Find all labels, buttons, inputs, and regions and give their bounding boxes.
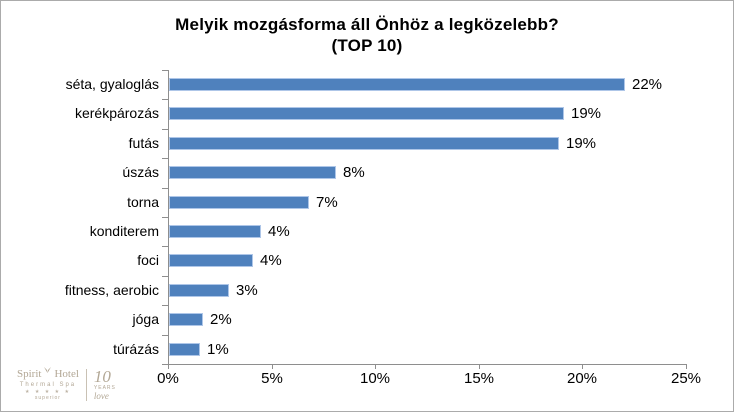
bar-value-label: 4% — [260, 252, 282, 269]
x-axis-label: 15% — [463, 370, 495, 387]
y-axis-tick — [162, 246, 168, 247]
anniversary-script: love — [93, 391, 109, 401]
x-axis-label: 10% — [359, 370, 391, 387]
brand-logo-anniversary: 10 YEARS love — [94, 368, 116, 401]
bar — [169, 107, 564, 120]
x-axis-line — [168, 364, 687, 365]
category-label: kerékpározás — [74, 105, 159, 121]
category-label: foci — [137, 252, 159, 268]
chart-title-line1: Melyik mozgásforma áll Önhöz a legközele… — [175, 15, 559, 34]
x-axis-label: 20% — [566, 370, 598, 387]
category-label: futás — [128, 135, 159, 151]
y-axis-tick — [162, 129, 168, 130]
brand-superior: superior — [34, 394, 61, 401]
category-label: úszás — [122, 164, 159, 180]
x-axis-label: 25% — [670, 370, 702, 387]
bar — [169, 78, 625, 91]
brand-name-pre: Spirit — [17, 367, 42, 380]
bar-value-label: 2% — [210, 311, 232, 328]
bar-value-label: 3% — [236, 282, 258, 299]
bar — [169, 137, 559, 150]
brand-subtitle: Thermal Spa — [19, 381, 77, 388]
y-axis-tick — [162, 364, 168, 365]
y-axis-tick — [162, 217, 168, 218]
y-axis-tick — [162, 158, 168, 159]
bar-value-label: 1% — [207, 341, 229, 358]
bar-value-label: 4% — [268, 223, 290, 240]
bar — [169, 254, 253, 267]
category-label: jóga — [132, 311, 159, 327]
x-axis-tick — [479, 364, 480, 369]
x-axis-label: 5% — [261, 370, 283, 387]
x-axis-tick — [375, 364, 376, 369]
x-axis-tick — [168, 364, 169, 369]
category-label: séta, gyaloglás — [65, 76, 159, 92]
bar-value-label: 19% — [566, 135, 597, 152]
chart-title-line2: (TOP 10) — [331, 36, 403, 55]
category-label: fitness, aerobic — [64, 282, 159, 298]
bar-value-label: 8% — [343, 164, 365, 181]
category-label: túrázás — [113, 341, 159, 357]
x-axis-tick — [272, 364, 273, 369]
bar — [169, 313, 203, 326]
bar-value-label: 19% — [571, 105, 602, 122]
x-axis-tick — [686, 364, 687, 369]
bar — [169, 166, 336, 179]
logo-divider — [85, 368, 87, 401]
star-rating: ★ ★ ★ ★ ★ — [24, 388, 71, 395]
brand-name-post: Hotel — [54, 367, 79, 380]
bar — [169, 225, 261, 238]
x-axis-label: 0% — [157, 370, 179, 387]
y-axis-line — [168, 70, 169, 365]
bar — [169, 343, 200, 356]
category-label: konditerem — [89, 223, 159, 239]
butterfly-icon — [43, 366, 52, 377]
y-axis-tick — [162, 188, 168, 189]
brand-logo-hotel: Spirit Hotel Thermal Spa ★ ★ ★ ★ ★ super… — [17, 366, 79, 401]
y-axis-tick — [162, 335, 168, 336]
bar-value-label: 22% — [632, 76, 663, 93]
y-axis-tick — [162, 70, 168, 71]
anniversary-number: 10 — [93, 367, 111, 386]
bar — [169, 196, 309, 209]
bar — [169, 284, 229, 297]
y-axis-tick — [162, 99, 168, 100]
y-axis-tick — [162, 276, 168, 277]
brand-logo: Spirit Hotel Thermal Spa ★ ★ ★ ★ ★ super… — [17, 366, 116, 401]
anniversary-unit: YEARS — [93, 385, 116, 391]
x-axis-tick — [582, 364, 583, 369]
category-label: torna — [127, 194, 159, 210]
chart-title: Melyik mozgásforma áll Önhöz a legközele… — [1, 14, 733, 56]
bar-value-label: 7% — [316, 194, 338, 211]
y-axis-tick — [162, 305, 168, 306]
